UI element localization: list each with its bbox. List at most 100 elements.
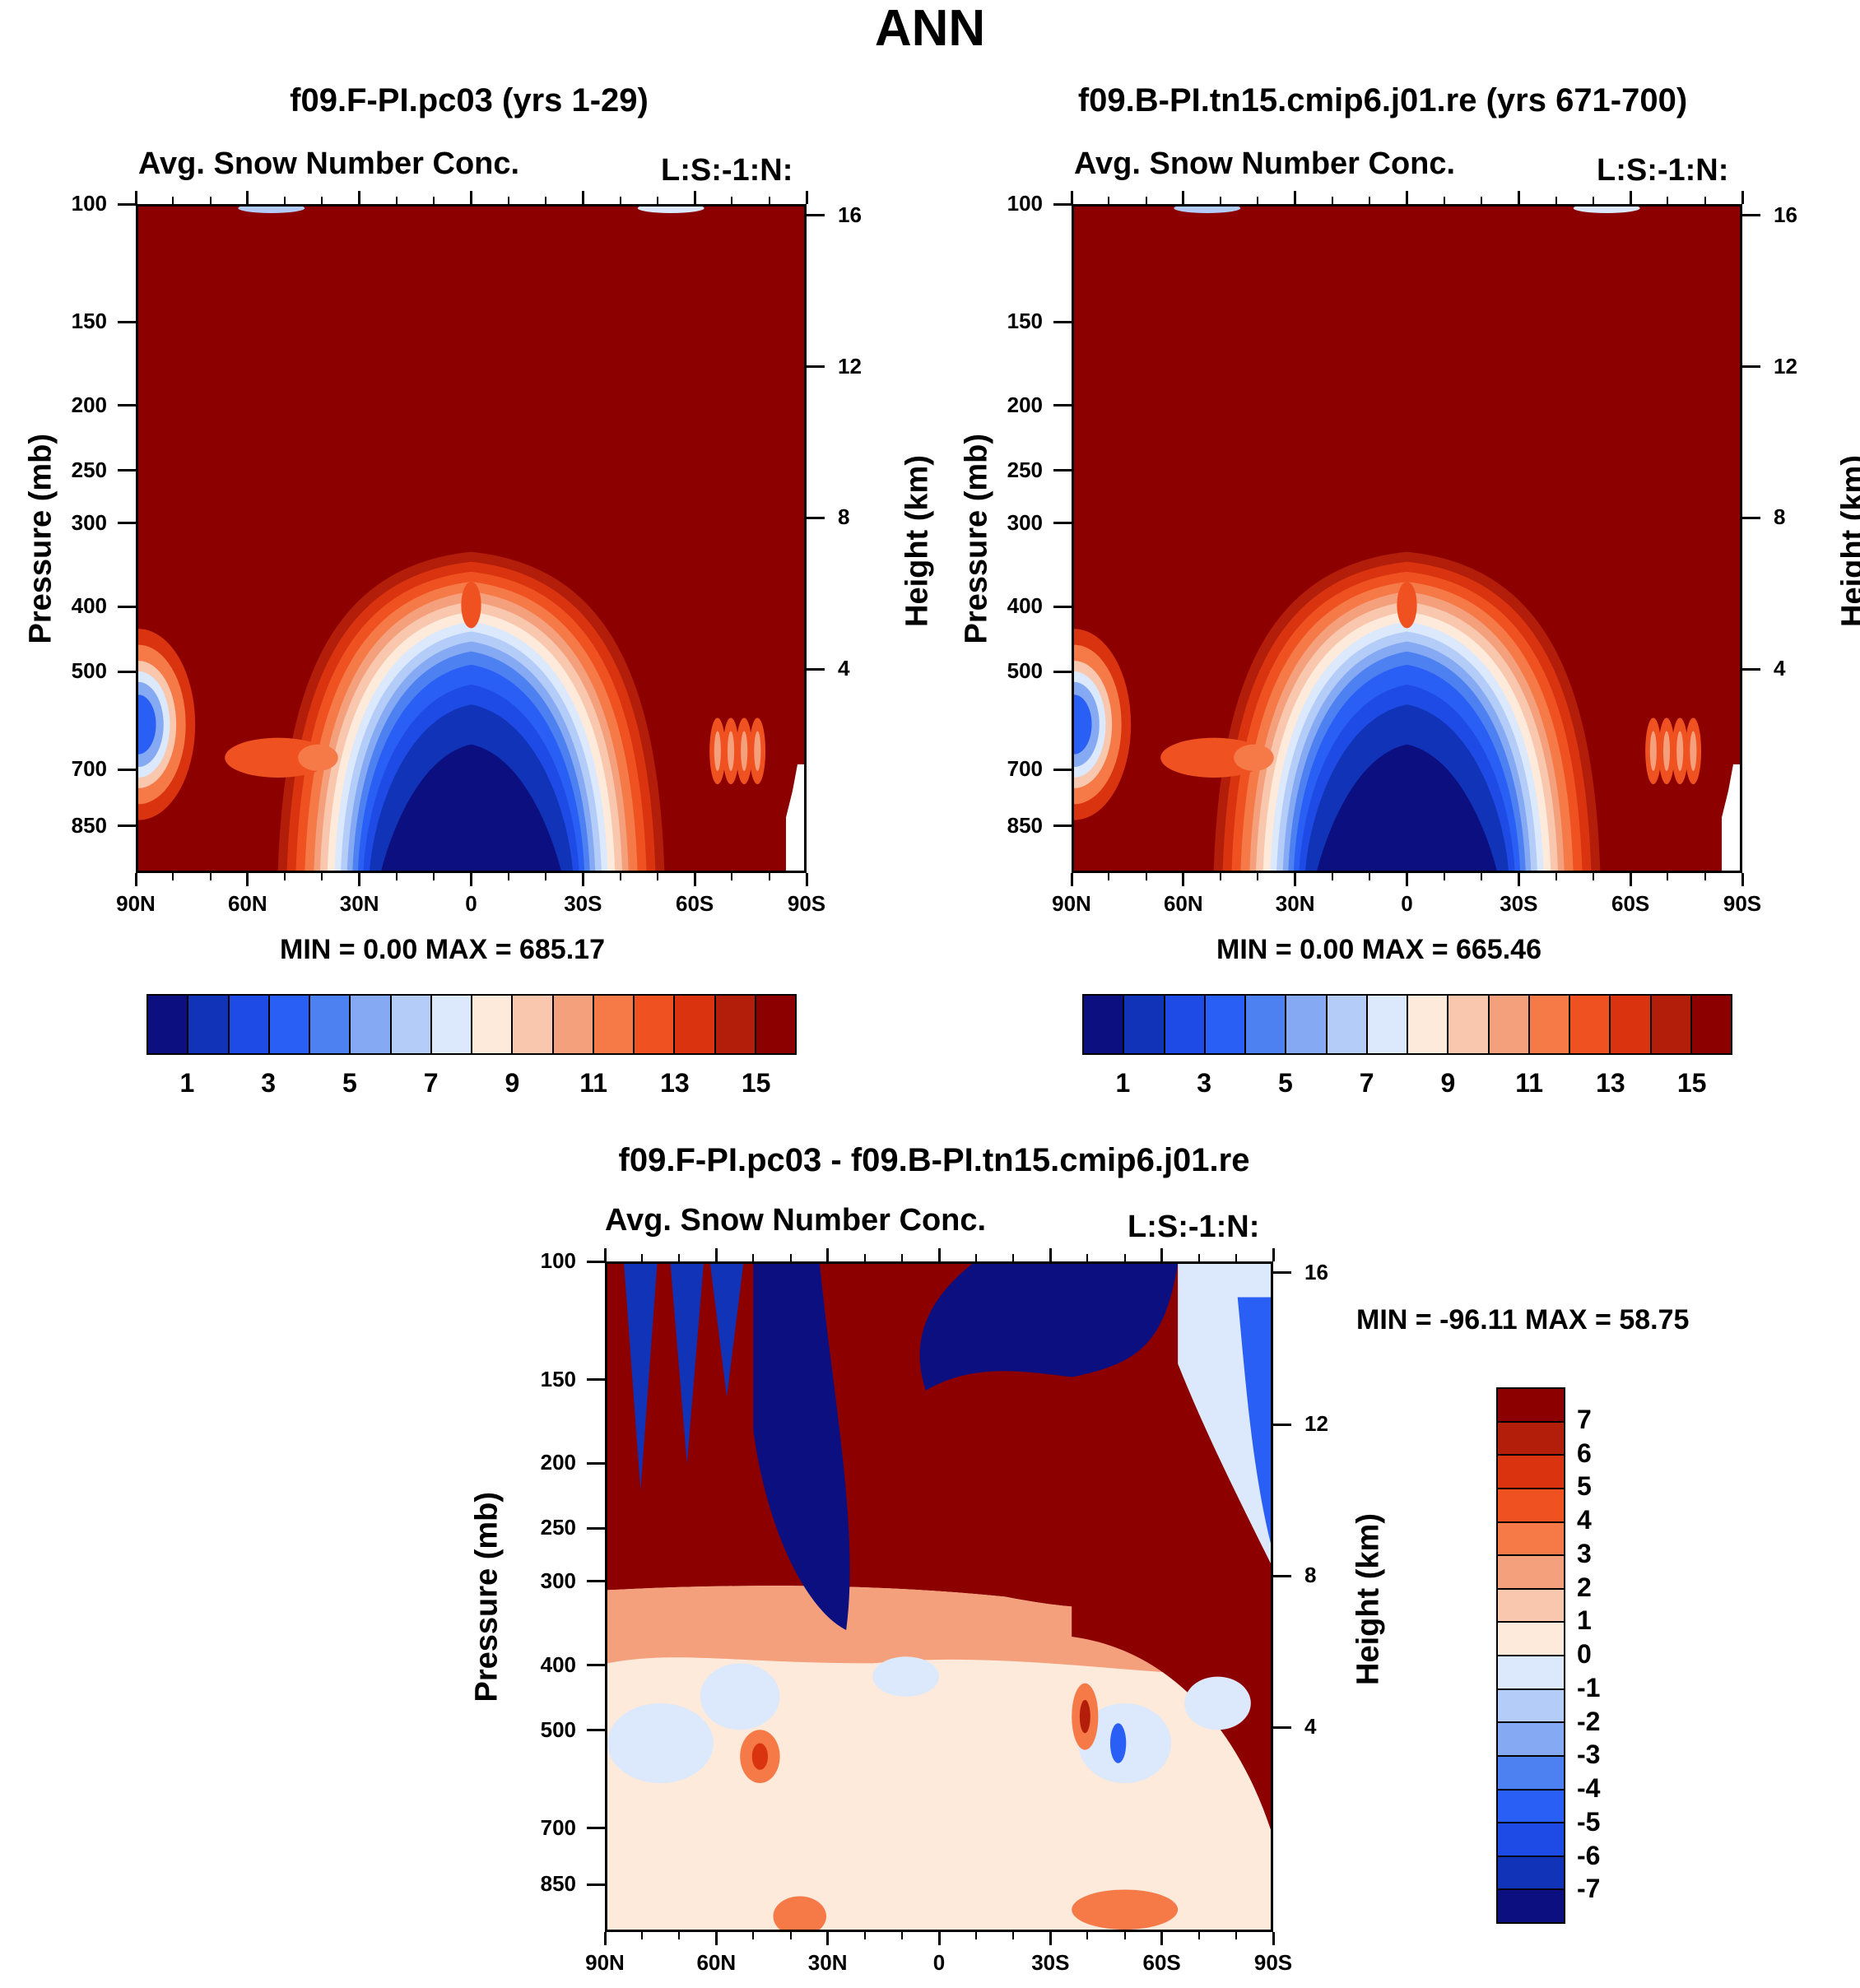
panel2-colorbar-cell bbox=[1611, 996, 1652, 1053]
panel1-x-minor-tick bbox=[656, 197, 658, 204]
panel3-y2-tick-label: 12 bbox=[1304, 1411, 1328, 1437]
panel2-x-minor-tick bbox=[1555, 873, 1557, 880]
panel2-y-tick-label: 400 bbox=[1007, 593, 1043, 619]
panel1-y-tick-label: 850 bbox=[71, 812, 107, 838]
panel1-plot-area bbox=[136, 204, 807, 873]
panel1-y2-tick-label: 8 bbox=[838, 504, 850, 530]
panel3-y-tick-mark bbox=[587, 1827, 605, 1830]
panel3-y-tick-label: 850 bbox=[540, 1871, 576, 1897]
panel2-x-minor-tick bbox=[1630, 873, 1632, 880]
panel2-colorbar-cell bbox=[1529, 996, 1570, 1053]
panel3-contour-field bbox=[607, 1264, 1271, 1930]
panel2-y-tick-mark bbox=[1053, 469, 1072, 472]
panel3-x-minor-tick bbox=[863, 1254, 866, 1261]
panel3-light-blue-patch bbox=[1184, 1676, 1251, 1730]
panel2-y-tick-mark bbox=[1053, 320, 1072, 323]
panel1-y-tick-mark bbox=[118, 469, 136, 472]
panel3-x-minor-tick bbox=[975, 1254, 978, 1261]
panel3-colorbar-label: 7 bbox=[1577, 1404, 1592, 1434]
panel3-y-tick-label: 100 bbox=[540, 1248, 576, 1273]
panel3-y-tick-mark bbox=[587, 1580, 605, 1583]
panel2-y-tick-mark bbox=[1053, 670, 1072, 673]
panel1-y-tick-mark bbox=[118, 824, 136, 828]
panel3-sh-blue-edge bbox=[1237, 1297, 1271, 1544]
panel2-x-minor-tick bbox=[1481, 873, 1483, 880]
panel3-x-minor-tick bbox=[789, 1254, 792, 1261]
panel1-midlat-band-core bbox=[298, 744, 338, 771]
panel3-colorbar-cell bbox=[1498, 1890, 1564, 1922]
panel1-x-minor-tick bbox=[619, 873, 621, 880]
panel2-colorbar bbox=[1082, 994, 1732, 1055]
panel1-y-tick-mark bbox=[118, 522, 136, 525]
panel3-light-blue-patch bbox=[872, 1656, 939, 1697]
panel3-y-tick-mark bbox=[587, 1260, 605, 1263]
panel2-y2-tick-mark bbox=[1742, 214, 1760, 217]
panel3-y2-tick-label: 16 bbox=[1304, 1259, 1328, 1284]
panel3-y-axis-label: Pressure (mb) bbox=[469, 1491, 505, 1702]
panel2-y-tick-label: 200 bbox=[1007, 392, 1043, 417]
panel1-x-minor-tick bbox=[433, 197, 435, 204]
panel3-x-minor-tick bbox=[900, 1932, 903, 1939]
panel1-x-minor-tick bbox=[806, 873, 807, 880]
panel1-y-tick-mark bbox=[118, 404, 136, 407]
panel3-y-tick-label: 200 bbox=[540, 1450, 576, 1475]
panel3-title: f09.F-PI.pc03 - f09.B-PI.tn15.cmip6.j01.… bbox=[618, 1142, 1250, 1178]
panel3-colorbar-cell bbox=[1498, 1389, 1564, 1423]
panel1-x-minor-tick bbox=[806, 197, 807, 204]
panel2-colorbar-cell bbox=[1408, 996, 1449, 1053]
panel3-y-tick-mark bbox=[587, 1461, 605, 1465]
panel1-x-tick-label: 60N bbox=[227, 891, 267, 916]
panel1-x-minor-tick bbox=[395, 197, 398, 204]
panel1-x-minor-tick bbox=[209, 873, 212, 880]
panel1-colorbar-label: 15 bbox=[741, 1068, 771, 1098]
panel2-colorbar-label: 3 bbox=[1197, 1068, 1212, 1098]
panel1-x-tick-label: 90S bbox=[787, 891, 826, 916]
panel2-y-axis-label: Pressure (mb) bbox=[959, 433, 994, 644]
panel3-x-minor-tick bbox=[938, 1254, 940, 1261]
panel1-title: f09.F-PI.pc03 (yrs 1-29) bbox=[290, 82, 649, 118]
panel2-colorbar-label: 9 bbox=[1440, 1068, 1456, 1098]
panel2-colorbar-cell bbox=[1205, 996, 1246, 1053]
panel2-colorbar-cell bbox=[1489, 996, 1530, 1053]
panel2-x-minor-tick bbox=[1443, 873, 1445, 880]
panel1-colorbar-cell bbox=[269, 996, 310, 1053]
panel2-y2-tick-mark bbox=[1742, 365, 1760, 369]
panel2-x-minor-tick bbox=[1145, 873, 1147, 880]
panel3-x-minor-tick bbox=[1012, 1932, 1015, 1939]
panel1-x-minor-tick bbox=[731, 873, 733, 880]
panel1-colorbar-cell bbox=[756, 996, 795, 1053]
panel1-colorbar-label: 13 bbox=[660, 1068, 690, 1098]
panel3-colorbar-label: -2 bbox=[1577, 1706, 1601, 1736]
panel1-colorbar-label: 7 bbox=[423, 1068, 439, 1098]
panel3-y2-tick-mark bbox=[1273, 1423, 1291, 1426]
panel1-sh-stripe-core bbox=[754, 731, 761, 771]
panel2-y-tick-mark bbox=[1053, 605, 1072, 608]
panel1-x-tick-label: 0 bbox=[465, 891, 477, 916]
panel2-colorbar-label: 13 bbox=[1596, 1068, 1625, 1098]
panel2-top-sliver bbox=[1174, 207, 1241, 213]
panel2-y2-axis-label: Height (km) bbox=[1835, 455, 1860, 627]
panel2-y-tick-mark bbox=[1053, 202, 1072, 206]
panel2-y-tick-label: 500 bbox=[1007, 658, 1043, 684]
panel1-colorbar-label: 9 bbox=[505, 1068, 520, 1098]
panel2-colorbar-label: 15 bbox=[1676, 1068, 1707, 1098]
panel2-x-minor-tick bbox=[1182, 873, 1184, 880]
panel1-colorbar-label: 1 bbox=[179, 1068, 195, 1098]
panel2-y-tick-label: 850 bbox=[1007, 812, 1043, 838]
panel2-x-minor-tick bbox=[1443, 197, 1445, 204]
panel2-x-minor-tick bbox=[1704, 197, 1706, 204]
panel3-x-minor-tick bbox=[1086, 1254, 1089, 1261]
panel3-x-tick-label: 90S bbox=[1253, 1950, 1293, 1975]
panel1-colorbar-cell bbox=[310, 996, 351, 1053]
panel2-x-minor-tick bbox=[1741, 873, 1743, 880]
panel1-x-minor-tick bbox=[656, 873, 658, 880]
panel2-x-minor-tick bbox=[1630, 197, 1632, 204]
panel1-sh-stripe-core bbox=[741, 731, 748, 771]
panel1-y2-tick-label: 4 bbox=[838, 656, 850, 681]
panel1-x-minor-tick bbox=[507, 197, 509, 204]
panel2-colorbar-cell bbox=[1691, 996, 1731, 1053]
panel1-x-minor-tick bbox=[135, 197, 137, 204]
panel3-y-tick-mark bbox=[587, 1883, 605, 1886]
panel3-x-minor-tick bbox=[752, 1254, 755, 1261]
panel3-blue-streak bbox=[709, 1264, 744, 1397]
